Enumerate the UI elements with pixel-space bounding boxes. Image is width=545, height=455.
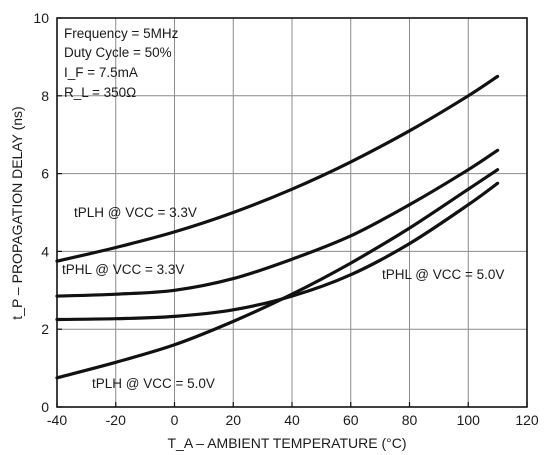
series-label-tphl-5v0: tPHL @ VCC = 5.0V: [382, 267, 504, 282]
y-tick-label: 8: [41, 88, 49, 104]
series-label-tplh-3v3: tPLH @ VCC = 3.3V: [74, 205, 197, 220]
curves: [55, 74, 500, 380]
x-axis-label: T_A – AMBIENT TEMPERATURE (°C): [168, 435, 407, 451]
y-axis-label: t_P – PROPAGATION DELAY (ns): [9, 106, 25, 319]
series-line-1: [55, 148, 500, 298]
x-tick-label: 100: [457, 412, 481, 428]
x-tick-label: 0: [171, 412, 179, 428]
x-tick-label: 80: [402, 412, 418, 428]
y-tick-label: 2: [41, 321, 49, 337]
series-line-2: [55, 181, 500, 322]
x-tick-label: 120: [515, 412, 539, 428]
y-tick-label: 4: [41, 243, 49, 259]
series-label-tplh-5v0: tPLH @ VCC = 5.0V: [92, 376, 215, 391]
condition-forward-current: I_F = 7.5mA: [64, 65, 138, 80]
y-tick-label: 10: [33, 10, 49, 26]
series-label-tphl-3v3: tPHL @ VCC = 3.3V: [62, 262, 184, 277]
condition-load-resistance: R_L = 350Ω: [64, 85, 136, 100]
axis-ticks: [56, 17, 528, 408]
y-tick-label: 6: [41, 166, 49, 182]
tick-labels: -40 -20 0 20 40 60 80 100 120 0 2 4 6 8 10: [33, 10, 538, 428]
condition-frequency: Frequency = 5MHz: [64, 26, 179, 41]
y-tick-label: 0: [41, 399, 49, 415]
x-tick-label: -20: [106, 412, 126, 428]
series-line-0: [55, 74, 500, 263]
grid: [57, 18, 527, 407]
x-tick-label: 60: [343, 412, 359, 428]
x-tick-label: 20: [225, 412, 241, 428]
condition-duty-cycle: Duty Cycle = 50%: [64, 45, 172, 60]
series-line-3: [55, 168, 500, 380]
x-tick-label: -40: [47, 412, 67, 428]
x-tick-label: 40: [284, 412, 300, 428]
